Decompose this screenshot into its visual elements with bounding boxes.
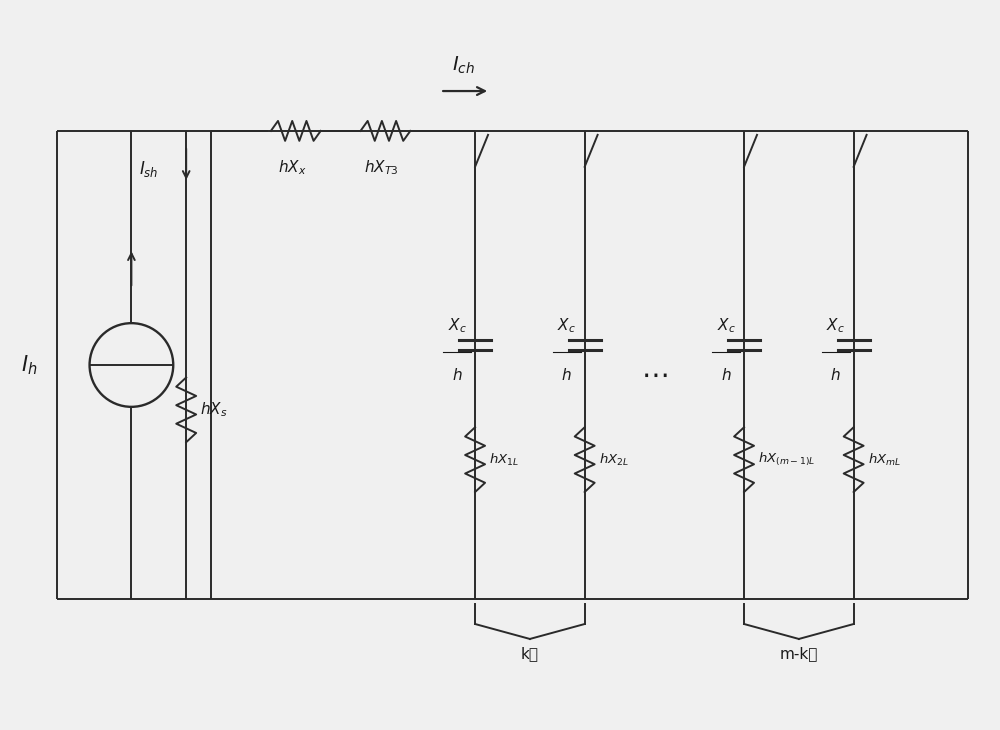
Text: $hX_{T3}$: $hX_{T3}$ <box>364 159 399 177</box>
Text: $X_c$: $X_c$ <box>717 316 736 335</box>
Text: $h$: $h$ <box>830 367 841 383</box>
Text: m-k组: m-k组 <box>780 646 818 661</box>
Text: $I_{sh}$: $I_{sh}$ <box>139 158 158 179</box>
Text: $X_c$: $X_c$ <box>448 316 467 335</box>
Text: $h$: $h$ <box>721 367 731 383</box>
Text: $I_{ch}$: $I_{ch}$ <box>452 55 475 76</box>
Text: $I_h$: $I_h$ <box>21 353 37 377</box>
Text: $X_c$: $X_c$ <box>826 316 845 335</box>
Text: $hX_{1L}$: $hX_{1L}$ <box>489 452 519 468</box>
Text: $hX_x$: $hX_x$ <box>278 159 306 177</box>
Text: $hX_{2L}$: $hX_{2L}$ <box>599 452 629 468</box>
Text: $hX_{(m-1)L}$: $hX_{(m-1)L}$ <box>758 451 815 469</box>
Text: $X_c$: $X_c$ <box>557 316 576 335</box>
Text: $h$: $h$ <box>452 367 462 383</box>
Text: $h$: $h$ <box>561 367 572 383</box>
Text: $\cdots$: $\cdots$ <box>641 361 668 389</box>
Text: $hX_{mL}$: $hX_{mL}$ <box>868 452 901 468</box>
Text: k组: k组 <box>521 646 539 661</box>
Text: $hX_s$: $hX_s$ <box>200 401 228 419</box>
